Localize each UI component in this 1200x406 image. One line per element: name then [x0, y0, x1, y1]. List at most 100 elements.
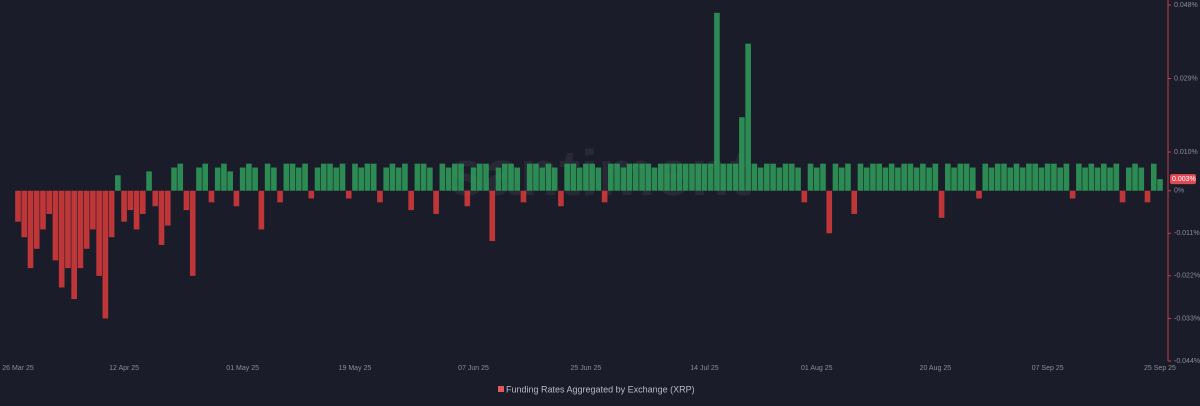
bar [140, 190, 146, 214]
bar [764, 163, 770, 191]
bar [83, 190, 90, 249]
bar [526, 163, 533, 191]
bar [358, 167, 365, 191]
bar [495, 167, 502, 191]
x-tick-label: 20 Aug 25 [920, 365, 952, 372]
bar [408, 190, 414, 211]
bar [65, 190, 71, 269]
bar [1101, 163, 1107, 191]
bar [801, 190, 808, 203]
bar [994, 163, 1001, 191]
y-tick-label: -0.033% [1174, 315, 1200, 322]
bar [945, 163, 951, 191]
bar [601, 190, 608, 203]
bar [564, 163, 570, 191]
bar [1125, 167, 1132, 191]
x-tick-label: 25 Jun 25 [571, 365, 602, 372]
y-tick-label: 0.010% [1174, 149, 1198, 156]
bar [152, 190, 159, 207]
bar [857, 163, 864, 191]
bar [520, 190, 527, 203]
bar [1013, 163, 1020, 191]
bar [614, 163, 620, 191]
bar [720, 163, 726, 191]
x-tick-label: 14 Jul 25 [690, 365, 719, 372]
bar [127, 190, 134, 211]
bar [632, 163, 639, 191]
bar [982, 163, 989, 191]
bar [439, 163, 446, 191]
bar [707, 163, 714, 191]
x-tick-label: 01 May 25 [226, 365, 259, 372]
bar [158, 190, 165, 245]
legend-swatch [498, 386, 504, 392]
bar [420, 163, 427, 191]
bar [1107, 167, 1113, 191]
bar [913, 167, 920, 191]
bar [1144, 190, 1151, 203]
bar [645, 163, 652, 191]
bar [233, 190, 240, 207]
bar [289, 163, 296, 191]
bar [1026, 163, 1032, 191]
bar [370, 163, 377, 191]
bar [832, 163, 839, 191]
bar [664, 163, 670, 191]
bar [445, 167, 452, 191]
bar [870, 163, 876, 191]
y-tick-label: -0.022% [1174, 273, 1200, 280]
bar [813, 167, 820, 191]
bar [77, 190, 84, 269]
bar [476, 163, 483, 191]
bar [551, 167, 558, 191]
bar [214, 167, 221, 191]
bar [558, 190, 564, 207]
bar [907, 163, 914, 191]
bar [246, 163, 252, 191]
bar [1007, 167, 1014, 191]
x-tick-label: 07 Jun 25 [458, 365, 489, 372]
bar [807, 163, 814, 191]
bar [920, 163, 926, 191]
bar [302, 163, 308, 191]
bar [1063, 163, 1070, 191]
bar [820, 163, 826, 191]
bar [46, 190, 53, 214]
bar [52, 190, 59, 261]
bar [882, 167, 889, 191]
bar [277, 190, 283, 203]
bar [433, 190, 439, 214]
bar [258, 190, 265, 230]
x-tick-label: 19 May 25 [339, 365, 372, 372]
bar [221, 163, 227, 191]
bar [838, 167, 845, 191]
bar [308, 190, 315, 199]
bar [776, 167, 783, 191]
bar [90, 190, 96, 230]
bar [364, 163, 371, 191]
bar [508, 163, 514, 191]
bar [483, 163, 489, 191]
bar [795, 167, 801, 191]
bar [271, 167, 277, 191]
x-tick-label: 07 Sep 25 [1032, 365, 1064, 372]
bar [851, 190, 858, 214]
bar [296, 167, 302, 191]
bar [264, 163, 271, 191]
bar [96, 190, 102, 276]
bar [383, 167, 389, 191]
bar [339, 163, 346, 191]
bar [171, 167, 177, 191]
bar [196, 167, 202, 191]
bar [1069, 190, 1076, 199]
bar [1051, 163, 1057, 191]
bar [102, 190, 109, 319]
y-tick-label: 0% [1174, 188, 1184, 195]
x-tick-label: 25 Sep 25 [1144, 365, 1176, 372]
bar [745, 43, 751, 191]
bar [583, 163, 589, 191]
bar [545, 163, 552, 191]
bar [1138, 167, 1145, 191]
x-tick-label: 12 Apr 25 [109, 365, 139, 372]
bar [489, 190, 496, 242]
